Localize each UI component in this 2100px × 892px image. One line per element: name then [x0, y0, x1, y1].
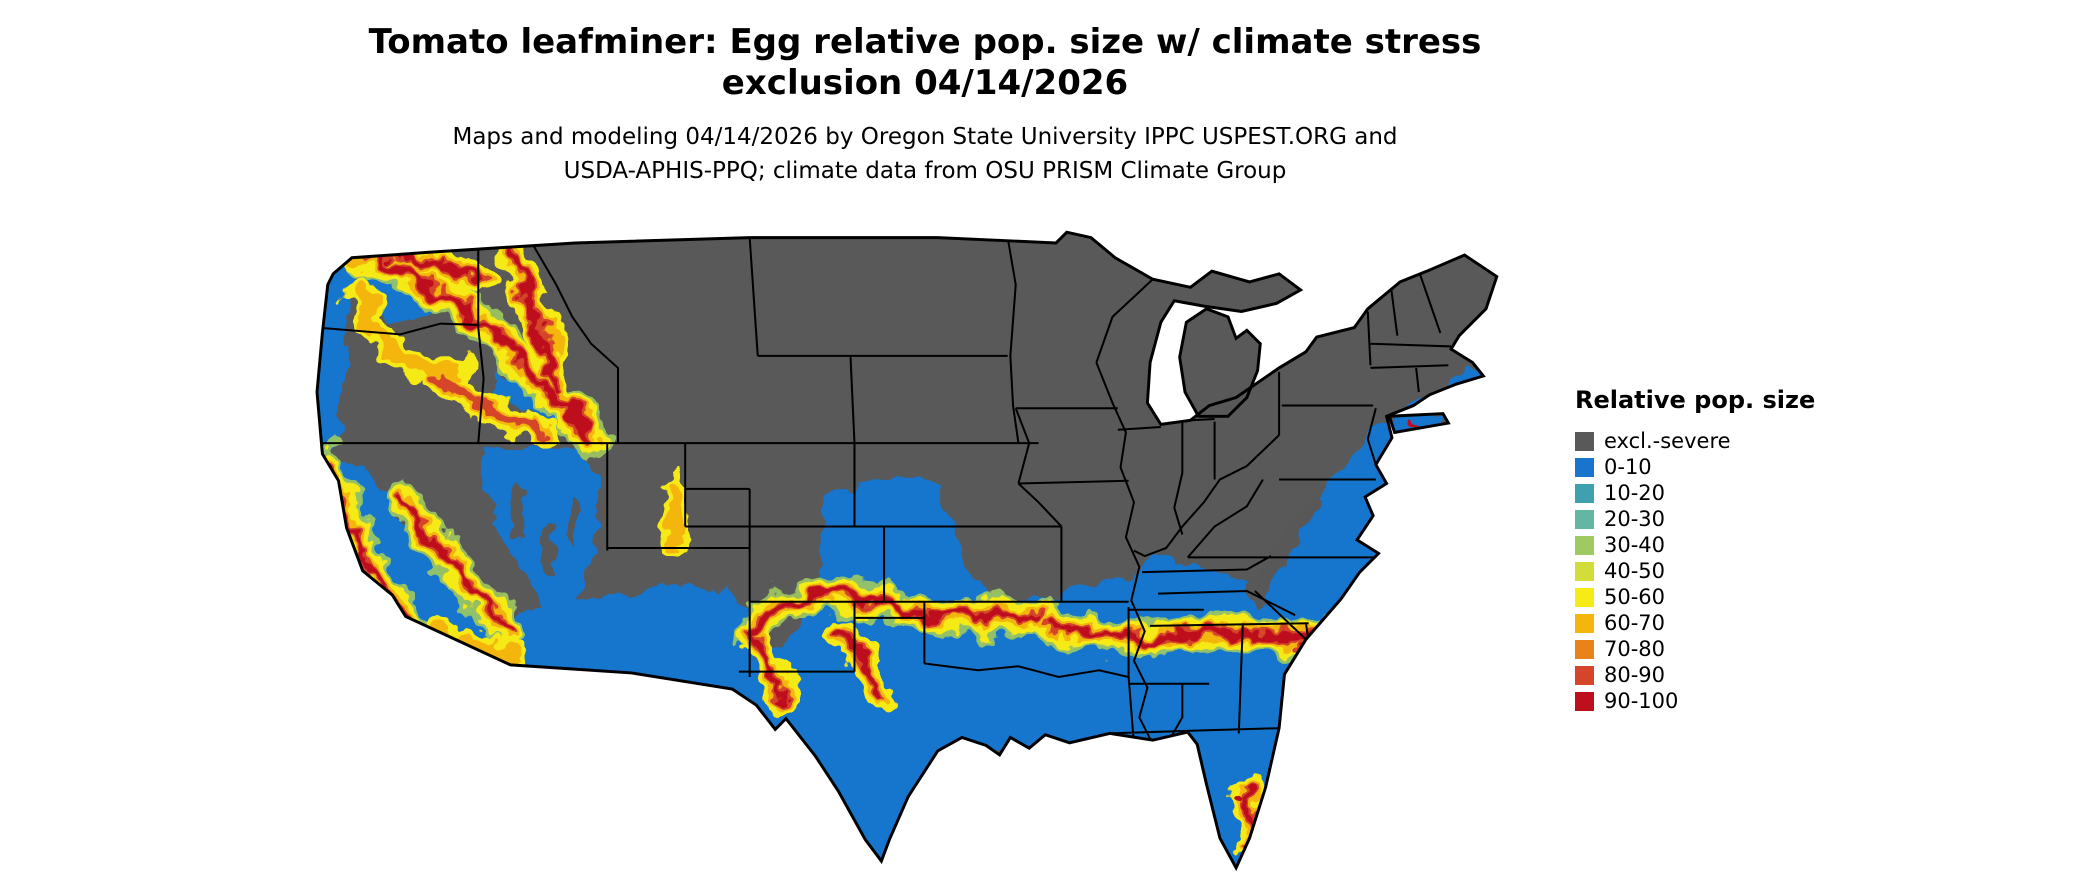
legend-swatch-40-50: [1575, 561, 1594, 581]
legend-swatch-20-30: [1575, 509, 1594, 529]
figure-subtitle: Maps and modeling 04/14/2026 by Oregon S…: [0, 120, 1850, 188]
legend-row: 70-80: [1575, 636, 1815, 662]
legend-label: 40-50: [1604, 558, 1666, 583]
figure-title-line1: Tomato leafminer: Egg relative pop. size…: [368, 22, 1482, 62]
legend-swatch-70-80: [1575, 639, 1594, 659]
legend-label: 50-60: [1604, 584, 1666, 609]
legend-row: 80-90: [1575, 662, 1815, 688]
legend-row: 90-100: [1575, 688, 1815, 714]
figure-subtitle-line2: USDA-APHIS-PPQ; climate data from OSU PR…: [563, 158, 1287, 184]
legend-row: 0-10: [1575, 454, 1815, 480]
legend-label: 0-10: [1604, 454, 1652, 479]
figure-title: Tomato leafminer: Egg relative pop. size…: [0, 22, 1850, 104]
map-legend: Relative pop. size excl.-severe 0-10 10-…: [1575, 386, 1815, 714]
legend-label: 60-70: [1604, 610, 1666, 635]
legend-swatch-0-10: [1575, 457, 1594, 477]
legend-swatch-80-90: [1575, 665, 1594, 685]
legend-label: 70-80: [1604, 636, 1666, 661]
legend-swatch-30-40: [1575, 535, 1594, 555]
legend-row: 20-30: [1575, 506, 1815, 532]
legend-row: 50-60: [1575, 584, 1815, 610]
country-outline: [315, 230, 1499, 872]
legend-swatch-excl-severe: [1575, 431, 1594, 451]
legend-swatch-50-60: [1575, 587, 1594, 607]
legend-row: 60-70: [1575, 610, 1815, 636]
us-choropleth-svg: [315, 230, 1499, 872]
legend-label: 80-90: [1604, 662, 1666, 687]
legend-row: 10-20: [1575, 480, 1815, 506]
legend-swatch-10-20: [1575, 483, 1594, 503]
legend-label: 90-100: [1604, 688, 1679, 713]
legend-swatch-60-70: [1575, 613, 1594, 633]
high-population-bands: [328, 247, 1418, 844]
figure-subtitle-line1: Maps and modeling 04/14/2026 by Oregon S…: [452, 124, 1398, 150]
figure-header: Tomato leafminer: Egg relative pop. size…: [0, 22, 1850, 188]
figure-title-line2: exclusion 04/14/2026: [721, 63, 1129, 103]
us-population-map: [306, 204, 1536, 892]
legend-label: 30-40: [1604, 532, 1666, 557]
legend-label: excl.-severe: [1604, 428, 1731, 453]
legend-row: 30-40: [1575, 532, 1815, 558]
legend-row: excl.-severe: [1575, 428, 1815, 454]
legend-label: 10-20: [1604, 480, 1666, 505]
legend-swatch-90-100: [1575, 691, 1594, 711]
legend-title: Relative pop. size: [1575, 386, 1816, 414]
legend-label: 20-30: [1604, 506, 1666, 531]
legend-row: 40-50: [1575, 558, 1815, 584]
